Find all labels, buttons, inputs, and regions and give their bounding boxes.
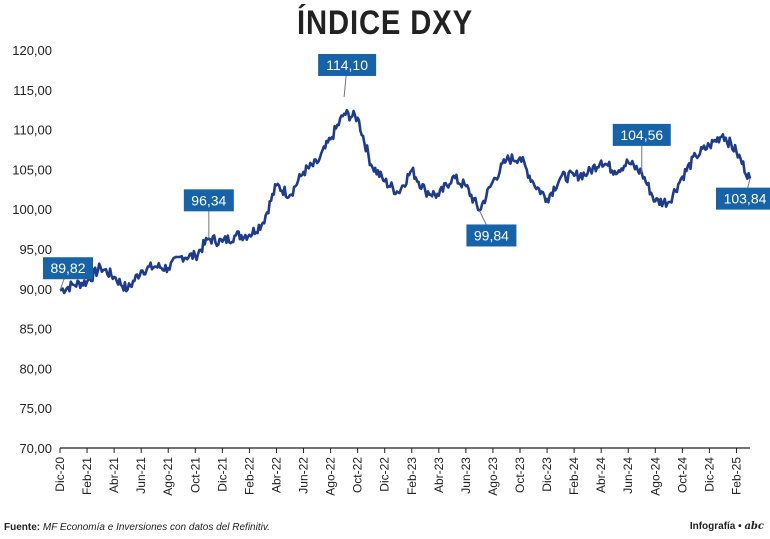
x-tick-label: Ago-24 [648, 457, 662, 496]
x-tick-label: Dic-22 [378, 457, 392, 492]
x-tick-label: Dic-24 [702, 457, 716, 492]
callout-label: 103,84 [724, 191, 767, 207]
value-callout: 104,56 [612, 123, 671, 173]
x-tick-label: Feb-25 [729, 457, 743, 495]
x-tick-label: Jun-21 [134, 457, 148, 494]
callout-box [183, 189, 234, 212]
source-label: Fuente: [4, 522, 41, 533]
y-tick-label: 85,00 [19, 322, 52, 337]
value-callout: 99,84 [466, 210, 517, 247]
callout-label: 89,82 [50, 260, 85, 276]
value-callout: 96,34 [183, 189, 234, 239]
callout-label: 114,10 [326, 57, 368, 73]
credit-label: Infografía [689, 521, 736, 532]
x-axis: Dic-20 Feb-21 Abr-21 Jun-21 Ago-21 Oct-21 Dic-… [53, 447, 750, 496]
callout-label: 96,34 [191, 192, 226, 208]
x-tick-label: Feb-24 [567, 457, 581, 495]
x-tick-label: Dic-21 [215, 457, 229, 492]
callout-box [43, 257, 93, 280]
y-tick-label: 110,00 [13, 123, 52, 138]
x-tick-label: Abr-22 [269, 457, 283, 493]
value-callout: 89,82 [43, 257, 93, 291]
x-tick-label: Feb-21 [80, 457, 94, 495]
x-tick-label: Ago-23 [486, 457, 500, 496]
y-tick-label: 70,00 [19, 441, 52, 456]
x-tick-label: Oct-23 [513, 457, 527, 493]
x-tick-label: Feb-23 [405, 457, 419, 495]
series-line [59, 108, 752, 295]
x-tick-label: Dic-20 [53, 457, 67, 492]
callout-label: 99,84 [474, 227, 509, 243]
source-note: Fuente: MF Economía e Inversiones con da… [4, 522, 270, 533]
y-tick-label: 100,00 [12, 202, 52, 217]
x-tick-label: Dic-23 [540, 457, 554, 492]
credit: Infografía • abc [689, 521, 764, 532]
x-tick-label: Oct-21 [188, 457, 202, 493]
y-tick-label: 95,00 [19, 242, 52, 257]
value-callout: 103,84 [716, 178, 770, 210]
chart-title: ÍNDICE DXY [297, 4, 473, 42]
x-tick-label: Jun-24 [621, 457, 635, 494]
x-tick-label: Feb-22 [242, 457, 256, 495]
value-callout: 114,10 [318, 53, 377, 98]
x-tick-label: Oct-22 [351, 457, 365, 493]
x-tick-label: Ago-22 [324, 457, 338, 496]
callout-box [612, 123, 671, 146]
x-tick-label: Oct-24 [675, 457, 689, 493]
callout-box [318, 53, 377, 76]
callout-label: 104,56 [620, 127, 663, 143]
x-tick-label: Abr-21 [107, 457, 121, 493]
x-tick-label: Abr-24 [594, 457, 608, 493]
source-text: MF Economía e Inversiones con datos del … [42, 522, 270, 533]
y-tick-label: 115,00 [13, 83, 52, 98]
abc-logo: abc [744, 521, 764, 532]
x-tick-label: Jun-23 [459, 457, 473, 494]
y-axis: 70,00 75,00 80,00 85,00 90,00 95,00 100,00 105,… [12, 43, 52, 456]
callout-box [466, 224, 517, 247]
y-tick-label: 120,00 [12, 43, 52, 58]
x-tick-label: Abr-23 [432, 457, 446, 493]
x-tick-label: Jun-22 [297, 457, 311, 494]
value-callouts: 89,82 96,34 114,10 99,84 104,56 103,84 [43, 53, 770, 291]
y-tick-label: 90,00 [19, 282, 52, 297]
y-tick-label: 75,00 [19, 401, 52, 416]
y-tick-label: 80,00 [19, 361, 52, 376]
dxy-series-line [59, 108, 752, 295]
callout-box [716, 187, 770, 210]
y-tick-label: 105,00 [12, 162, 52, 177]
x-tick-label: Ago-21 [161, 457, 175, 496]
